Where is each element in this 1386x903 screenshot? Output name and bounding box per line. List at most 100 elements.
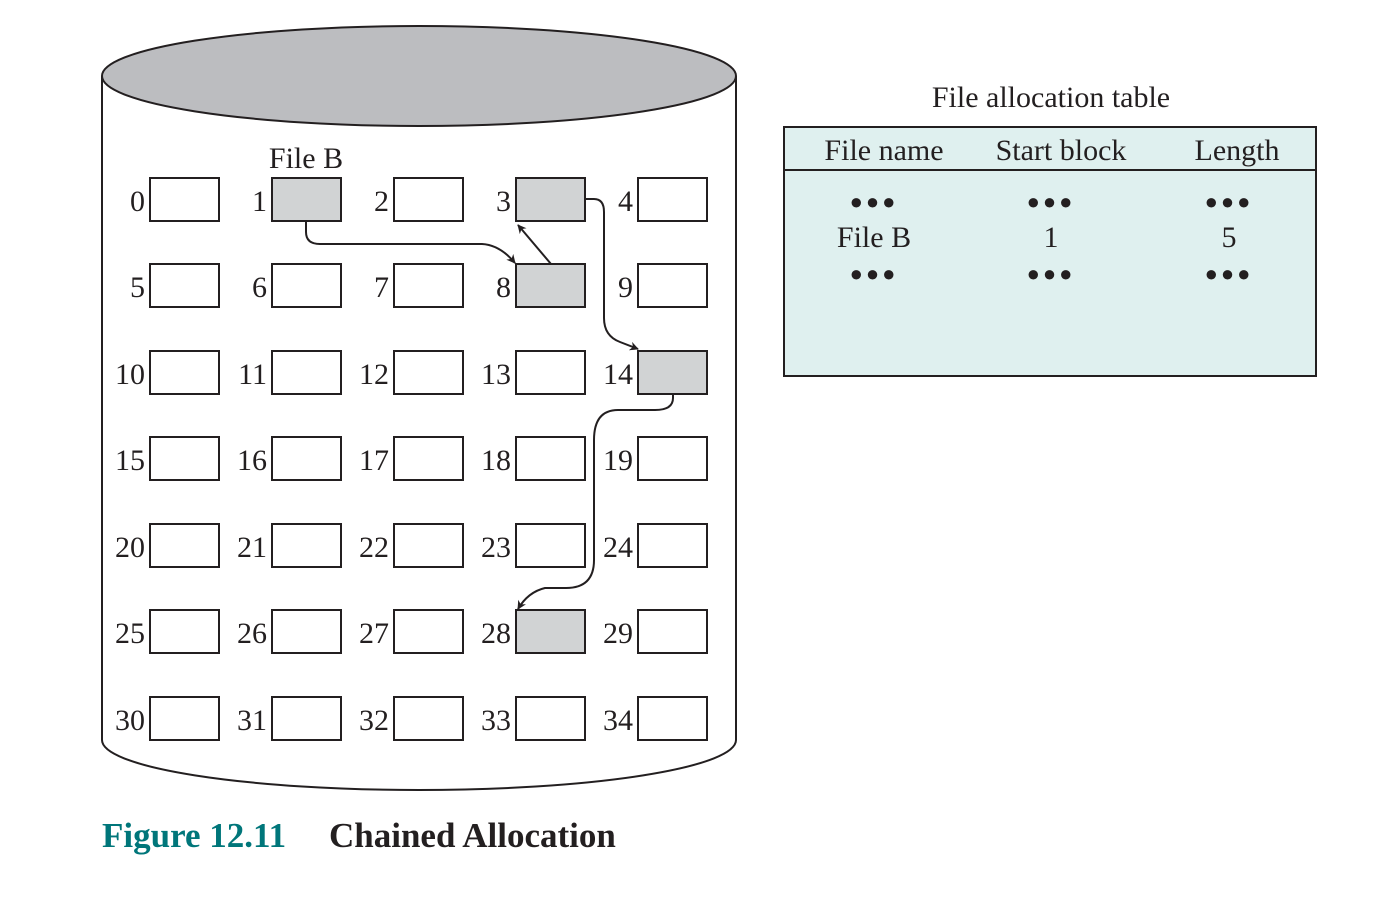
block-number-label: 22 — [359, 531, 389, 564]
free-block-box — [637, 263, 708, 308]
block-number-label: 16 — [237, 444, 267, 477]
free-block-box — [271, 436, 342, 481]
fat-frame — [783, 126, 1317, 377]
disk-block-4: 4 — [618, 177, 708, 222]
fat-row-2-length: ●●● — [1205, 261, 1254, 286]
free-block-box — [637, 436, 708, 481]
free-block-box — [149, 436, 220, 481]
disk-block-28: 28 — [481, 609, 586, 654]
free-block-box — [393, 523, 464, 568]
file-allocation-table: File allocation table File name Start bl… — [783, 81, 1317, 377]
used-block-box — [515, 177, 586, 222]
caption-number: Figure 12.11 — [102, 816, 286, 855]
free-block-box — [393, 350, 464, 395]
block-number-label: 4 — [618, 185, 633, 218]
used-block-box — [271, 177, 342, 222]
block-number-label: 25 — [115, 617, 145, 650]
fat-row-0-start-block: ●●● — [1027, 189, 1076, 214]
free-block-box — [393, 609, 464, 654]
used-block-box — [637, 350, 708, 395]
file-b-label: File B — [269, 142, 343, 175]
disk-block-7: 7 — [374, 263, 464, 308]
disk-block-15: 15 — [115, 436, 220, 481]
fat-title: File allocation table — [932, 81, 1170, 114]
free-block-box — [637, 177, 708, 222]
block-number-label: 11 — [238, 358, 267, 391]
arrow-block-3-to-14 — [586, 198, 639, 351]
block-number-label: 27 — [359, 617, 389, 650]
disk-block-23: 23 — [481, 523, 586, 568]
free-block-box — [637, 609, 708, 654]
free-block-box — [149, 609, 220, 654]
block-number-label: 6 — [252, 271, 267, 304]
block-number-label: 31 — [237, 704, 267, 737]
disk-cylinder — [101, 25, 737, 791]
disk-block-8: 8 — [496, 263, 586, 308]
disk-block-10: 10 — [115, 350, 220, 395]
disk-block-14: 14 — [603, 350, 708, 395]
disk-block-16: 16 — [237, 436, 342, 481]
fat-header-file-name: File name — [824, 134, 943, 167]
arrow-block-1-to-8 — [305, 221, 516, 264]
fat-row-1-file-name: File B — [837, 221, 911, 254]
disk-block-24: 24 — [603, 523, 708, 568]
fat-row-2-start-block: ●●● — [1027, 261, 1076, 286]
block-number-label: 9 — [618, 271, 633, 304]
disk-block-25: 25 — [115, 609, 220, 654]
block-number-label: 15 — [115, 444, 145, 477]
disk-block-31: 31 — [237, 696, 342, 741]
block-number-label: 17 — [359, 444, 389, 477]
free-block-box — [393, 696, 464, 741]
block-number-label: 20 — [115, 531, 145, 564]
free-block-box — [271, 609, 342, 654]
cylinder-top — [101, 25, 737, 127]
used-block-box — [515, 263, 586, 308]
disk-block-3: 3 — [496, 177, 586, 222]
disk-block-0: 0 — [130, 177, 220, 222]
disk-block-11: 11 — [238, 350, 342, 395]
free-block-box — [515, 523, 586, 568]
arrow-block-8-to-3 — [517, 224, 552, 265]
disk-block-26: 26 — [237, 609, 342, 654]
disk-block-32: 32 — [359, 696, 464, 741]
block-number-label: 33 — [481, 704, 511, 737]
disk-block-22: 22 — [359, 523, 464, 568]
used-block-box — [515, 609, 586, 654]
free-block-box — [149, 350, 220, 395]
block-number-label: 19 — [603, 444, 633, 477]
block-number-label: 29 — [603, 617, 633, 650]
disk-block-29: 29 — [603, 609, 708, 654]
free-block-box — [515, 436, 586, 481]
block-number-label: 18 — [481, 444, 511, 477]
block-number-label: 12 — [359, 358, 389, 391]
disk-block-18: 18 — [481, 436, 586, 481]
block-number-label: 13 — [481, 358, 511, 391]
block-number-label: 3 — [496, 185, 511, 218]
disk-block-9: 9 — [618, 263, 708, 308]
free-block-box — [271, 263, 342, 308]
fat-row-1-start-block: 1 — [1044, 221, 1059, 254]
disk-block-34: 34 — [603, 696, 708, 741]
block-number-label: 28 — [481, 617, 511, 650]
block-number-label: 21 — [237, 531, 267, 564]
disk-block-13: 13 — [481, 350, 586, 395]
disk-block-12: 12 — [359, 350, 464, 395]
fat-row-0-length: ●●● — [1205, 189, 1254, 214]
free-block-box — [149, 177, 220, 222]
chain-arrows — [305, 198, 674, 610]
block-number-label: 8 — [496, 271, 511, 304]
disk-block-27: 27 — [359, 609, 464, 654]
block-number-label: 30 — [115, 704, 145, 737]
free-block-box — [637, 523, 708, 568]
free-block-box — [393, 263, 464, 308]
free-block-box — [149, 523, 220, 568]
block-number-label: 23 — [481, 531, 511, 564]
free-block-box — [515, 350, 586, 395]
free-block-box — [393, 177, 464, 222]
block-number-label: 2 — [374, 185, 389, 218]
block-number-label: 7 — [374, 271, 389, 304]
free-block-box — [271, 696, 342, 741]
disk-block-2: 2 — [374, 177, 464, 222]
fat-row-2-file-name: ●●● — [850, 261, 899, 286]
